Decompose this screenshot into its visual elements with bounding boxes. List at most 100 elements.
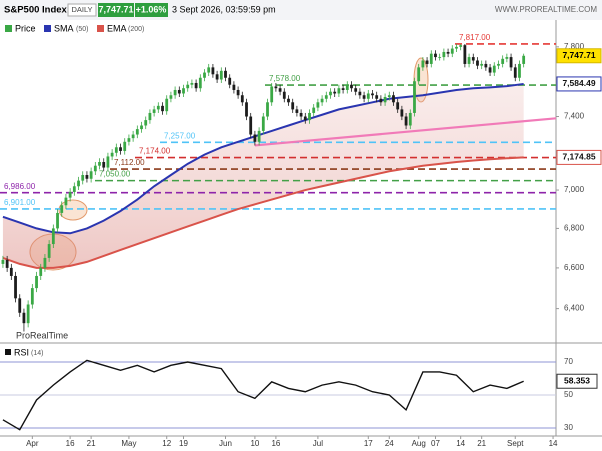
candle-body xyxy=(320,98,324,103)
candle-body xyxy=(14,275,17,299)
x-tick-label: Jul xyxy=(313,439,323,448)
candle-body xyxy=(278,88,282,92)
candle-body xyxy=(287,98,290,103)
candle-body xyxy=(211,67,215,75)
candle-body xyxy=(152,109,156,113)
candle-body xyxy=(324,95,328,99)
rsi-period: (14) xyxy=(31,350,43,357)
candle-body xyxy=(68,191,72,198)
candle-body xyxy=(148,112,152,121)
candle-body xyxy=(522,55,526,64)
candle-body xyxy=(190,82,194,85)
candle-body xyxy=(425,60,429,64)
candle-body xyxy=(51,228,55,245)
candle-body xyxy=(392,95,395,103)
candle-body xyxy=(144,120,148,126)
legend-swatch xyxy=(5,349,11,355)
candle-body xyxy=(282,91,286,99)
candle-body xyxy=(492,65,496,73)
candle-body xyxy=(253,134,257,142)
candle-body xyxy=(26,304,30,324)
candle-body xyxy=(207,67,211,73)
legend-label: Price xyxy=(15,23,36,33)
candle-body xyxy=(316,102,320,108)
candle-body xyxy=(266,102,269,117)
candle-body xyxy=(291,102,295,110)
candle-body xyxy=(480,63,484,66)
level-label: 6,901.00 xyxy=(4,198,36,207)
level-label: 7,112.00 xyxy=(114,158,145,167)
candle-body xyxy=(463,45,467,64)
candle-body xyxy=(509,57,513,68)
watermark: ProRealTime xyxy=(16,330,68,340)
candle-body xyxy=(114,147,118,153)
candle-body xyxy=(64,197,68,206)
candle-body xyxy=(484,63,488,68)
candle-body xyxy=(77,180,80,187)
candle-body xyxy=(387,95,391,97)
candle-body xyxy=(35,275,38,289)
candle-body xyxy=(5,259,9,268)
candle-body xyxy=(261,116,265,131)
candle-body xyxy=(345,84,349,90)
candle-body xyxy=(110,152,114,157)
legend-swatch xyxy=(5,25,12,32)
x-tick-label: 07 xyxy=(431,439,440,448)
candle-body xyxy=(47,244,51,258)
highlight xyxy=(58,199,88,221)
candle-body xyxy=(43,257,47,268)
candle-body xyxy=(72,186,76,192)
candle-body xyxy=(513,67,517,78)
change-box xyxy=(135,3,168,17)
y-tick-label: 6,600 xyxy=(564,263,585,272)
y-tick-label: 7,800 xyxy=(564,42,585,51)
candle-body xyxy=(85,175,89,179)
candle-body xyxy=(329,91,332,96)
rsi-tick-label: 30 xyxy=(564,423,573,432)
candle-body xyxy=(177,89,181,94)
legend-period: (50) xyxy=(76,26,88,33)
x-tick-label: 24 xyxy=(385,439,394,448)
candle-body xyxy=(173,89,177,96)
last-box xyxy=(98,3,134,17)
candle-body xyxy=(257,130,261,142)
candle-body xyxy=(1,259,5,264)
x-tick-label: 10 xyxy=(250,439,259,448)
candle-body xyxy=(98,161,101,166)
candle-body xyxy=(375,95,379,99)
candle-body xyxy=(60,205,64,213)
candle-body xyxy=(224,70,227,78)
candle-body xyxy=(106,156,110,168)
legend-swatch xyxy=(97,25,104,32)
x-tick-label: 21 xyxy=(477,439,486,448)
candle-body xyxy=(81,175,85,181)
candle-body xyxy=(467,57,471,64)
ma-band xyxy=(2,83,524,268)
legend-label: SMA xyxy=(54,23,74,33)
candle-body xyxy=(245,102,248,117)
candle-body xyxy=(299,112,303,117)
candle-body xyxy=(366,93,370,99)
candle-body xyxy=(505,57,509,59)
candle-body xyxy=(488,67,492,73)
candle-body xyxy=(270,86,274,103)
legend-swatch xyxy=(44,25,51,32)
candle-body xyxy=(203,72,206,78)
rsi-tag-label: 58.353 xyxy=(564,375,590,385)
candle-body xyxy=(471,57,475,61)
candle-body xyxy=(333,91,337,94)
candle-body xyxy=(186,84,190,89)
last-price: 7,747.71 xyxy=(98,4,133,14)
ma-line xyxy=(2,156,524,269)
candle-body xyxy=(404,116,408,126)
candle-body xyxy=(417,67,421,82)
y-tick-label: 7,000 xyxy=(564,185,585,194)
level-label: 7,050.00 xyxy=(99,170,131,179)
candle-body xyxy=(371,93,374,96)
price-tag-label: 7,747.71 xyxy=(562,50,595,60)
candle-body xyxy=(442,51,446,58)
candle-body xyxy=(396,102,400,110)
period-box xyxy=(67,3,97,17)
candle-body xyxy=(102,161,106,168)
